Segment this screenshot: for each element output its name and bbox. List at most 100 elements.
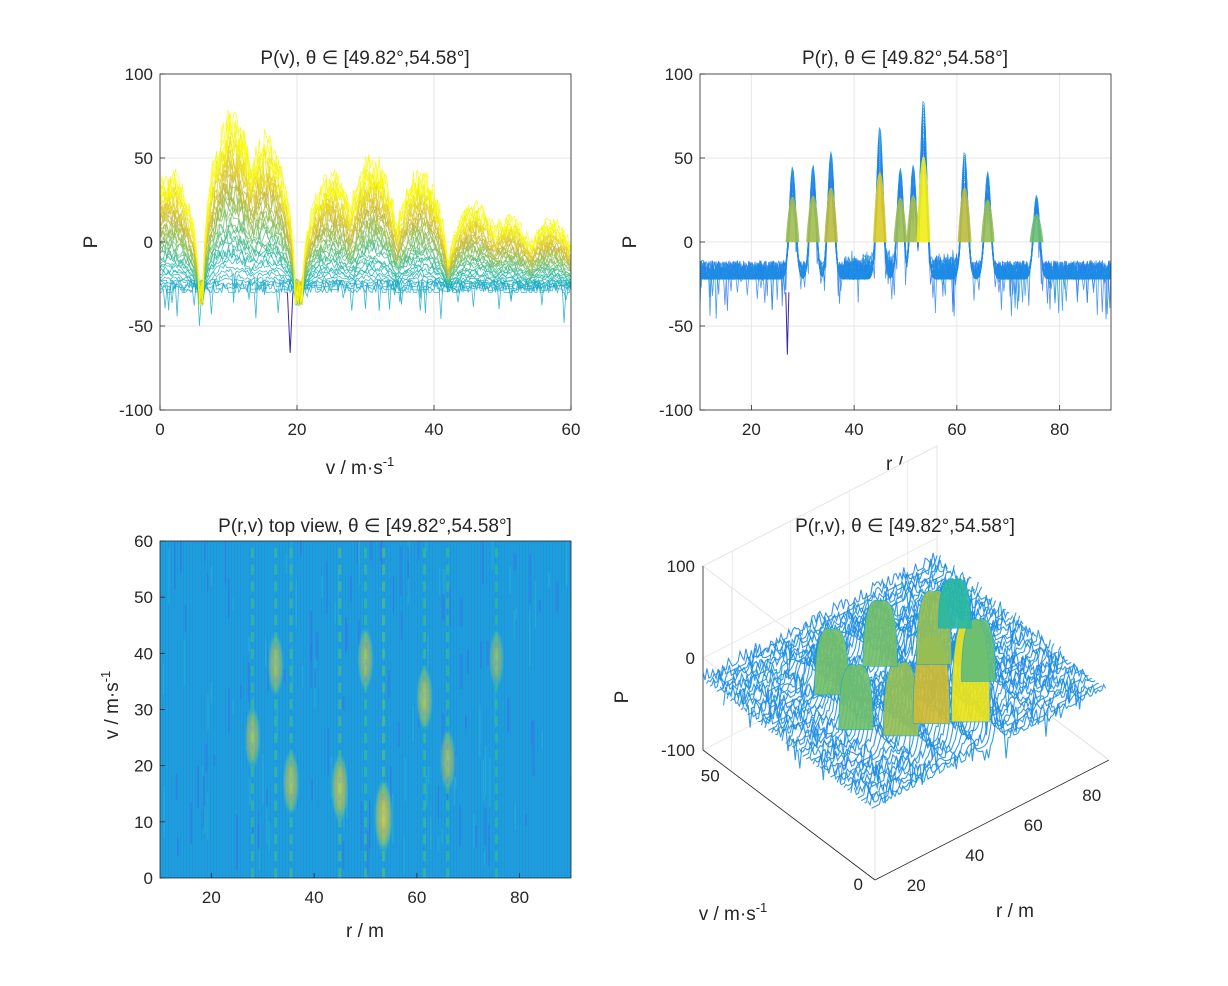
top-column-dash xyxy=(338,851,342,862)
top-noise-streak xyxy=(206,573,209,592)
top-noise-streak xyxy=(301,665,304,689)
top-noise-streak xyxy=(310,643,312,688)
top-noise-streak xyxy=(437,786,440,819)
top-noise-streak xyxy=(534,581,537,629)
pr-peak xyxy=(1029,213,1044,243)
top-column-dash xyxy=(338,547,342,558)
top-column-dash xyxy=(250,766,254,777)
top-column-dash xyxy=(250,631,254,643)
top-noise-streak xyxy=(240,685,242,699)
top-title: P(r,v) top view, θ ∈ [49.82°,54.58°] xyxy=(218,516,512,537)
top-column-dash xyxy=(364,733,367,744)
top-noise-streak xyxy=(213,754,216,767)
pv-title: P(v), θ ∈ [49.82°,54.58°] xyxy=(260,48,469,69)
pr-peak xyxy=(872,172,887,243)
surface-row xyxy=(702,552,938,681)
top-column-dash xyxy=(495,817,499,828)
top-ytick-label: 20 xyxy=(134,757,153,776)
top-noise-streak xyxy=(366,830,369,875)
top-column-dash xyxy=(289,817,293,828)
pv-series-line xyxy=(160,234,571,301)
top-noise-streak xyxy=(392,575,395,613)
top-column-dash xyxy=(274,867,278,878)
top-column-dash xyxy=(274,598,278,609)
top-noise-streak xyxy=(228,688,230,733)
pr-curves xyxy=(700,100,1111,355)
top-noise-streak xyxy=(183,639,186,686)
top-column-dash xyxy=(423,564,427,575)
top-noise-streak xyxy=(441,828,443,844)
top-noise-streak xyxy=(327,728,330,777)
top-column-dash xyxy=(423,817,427,828)
top-column-dash xyxy=(364,598,367,609)
top-noise-streak xyxy=(224,541,227,585)
pr-xtick-label: 60 xyxy=(947,420,966,439)
pr-peak xyxy=(806,195,820,243)
top-noise-streak xyxy=(479,705,481,759)
top-noise-streak xyxy=(310,610,312,662)
top-column-dash xyxy=(289,547,293,558)
top-column-dash xyxy=(250,615,254,626)
pv-series-line xyxy=(160,199,571,302)
top-column-dash xyxy=(495,733,499,744)
top-noise-streak xyxy=(167,548,170,605)
top-column-dash xyxy=(338,615,342,626)
top-column-dash xyxy=(274,800,278,811)
top-peak-blob xyxy=(357,625,374,692)
surface-v-axis xyxy=(702,749,876,881)
top-column-dash xyxy=(274,716,278,727)
top-column-dash xyxy=(381,581,385,592)
surface-peak xyxy=(961,618,997,682)
top-column-dash xyxy=(289,699,293,710)
top-peak-blob xyxy=(439,727,456,793)
pv-xtick-label: 40 xyxy=(425,420,444,439)
top-noise-streak xyxy=(491,541,494,570)
top-column-dash xyxy=(364,547,367,558)
top-column-dash xyxy=(381,631,385,643)
top-column-dash xyxy=(364,749,367,761)
top-column-dash xyxy=(364,800,367,811)
top-column-dash xyxy=(381,665,385,676)
top-xtick-label: 40 xyxy=(305,888,324,907)
top-column-dash xyxy=(495,749,499,761)
top-noise-streak xyxy=(295,579,298,627)
top-column-dash xyxy=(289,716,293,727)
top-noise-streak xyxy=(247,651,250,703)
top-column-dash xyxy=(338,733,342,744)
top-noise-streak xyxy=(326,561,328,615)
top-column-dash xyxy=(495,834,499,845)
top-noise-streak xyxy=(529,554,531,604)
top-column-dash xyxy=(423,648,427,659)
pr-title: P(r), θ ∈ [49.82°,54.58°] xyxy=(802,48,1008,69)
top-peak-blob xyxy=(488,628,505,690)
top-noise-streak xyxy=(443,569,445,595)
top-noise-streak xyxy=(400,611,403,640)
top-noise-streak xyxy=(268,822,271,851)
top-column-dash xyxy=(423,867,427,878)
top-noise-streak xyxy=(509,566,512,595)
top-xlabel: r / m xyxy=(346,921,384,942)
top-column-dash xyxy=(289,564,293,575)
pr-minimum-spike xyxy=(785,292,790,355)
top-column-dash xyxy=(274,699,278,710)
top-noise-streak xyxy=(473,813,475,849)
surface-peak xyxy=(838,664,874,731)
top-column-dash xyxy=(289,615,293,626)
top-column-dash xyxy=(364,699,367,710)
top-noise-streak xyxy=(483,851,486,866)
top-noise-streak xyxy=(532,720,535,776)
top-column-dash xyxy=(364,564,367,575)
top-column-dash xyxy=(289,581,293,592)
surf-xtick-label: 60 xyxy=(1024,816,1043,835)
top-column-dash xyxy=(338,834,342,845)
top-column-dash xyxy=(250,547,254,558)
top-column-dash xyxy=(289,834,293,845)
top-noise-streak xyxy=(265,790,268,806)
top-column-dash xyxy=(364,766,367,777)
pv-series-line xyxy=(160,268,571,326)
pr-ytick-label: -100 xyxy=(659,401,693,420)
pv-series-line xyxy=(160,110,571,306)
top-noise-streak xyxy=(400,547,402,597)
pv-series-line xyxy=(160,164,571,306)
top-noise-streak xyxy=(227,578,230,618)
